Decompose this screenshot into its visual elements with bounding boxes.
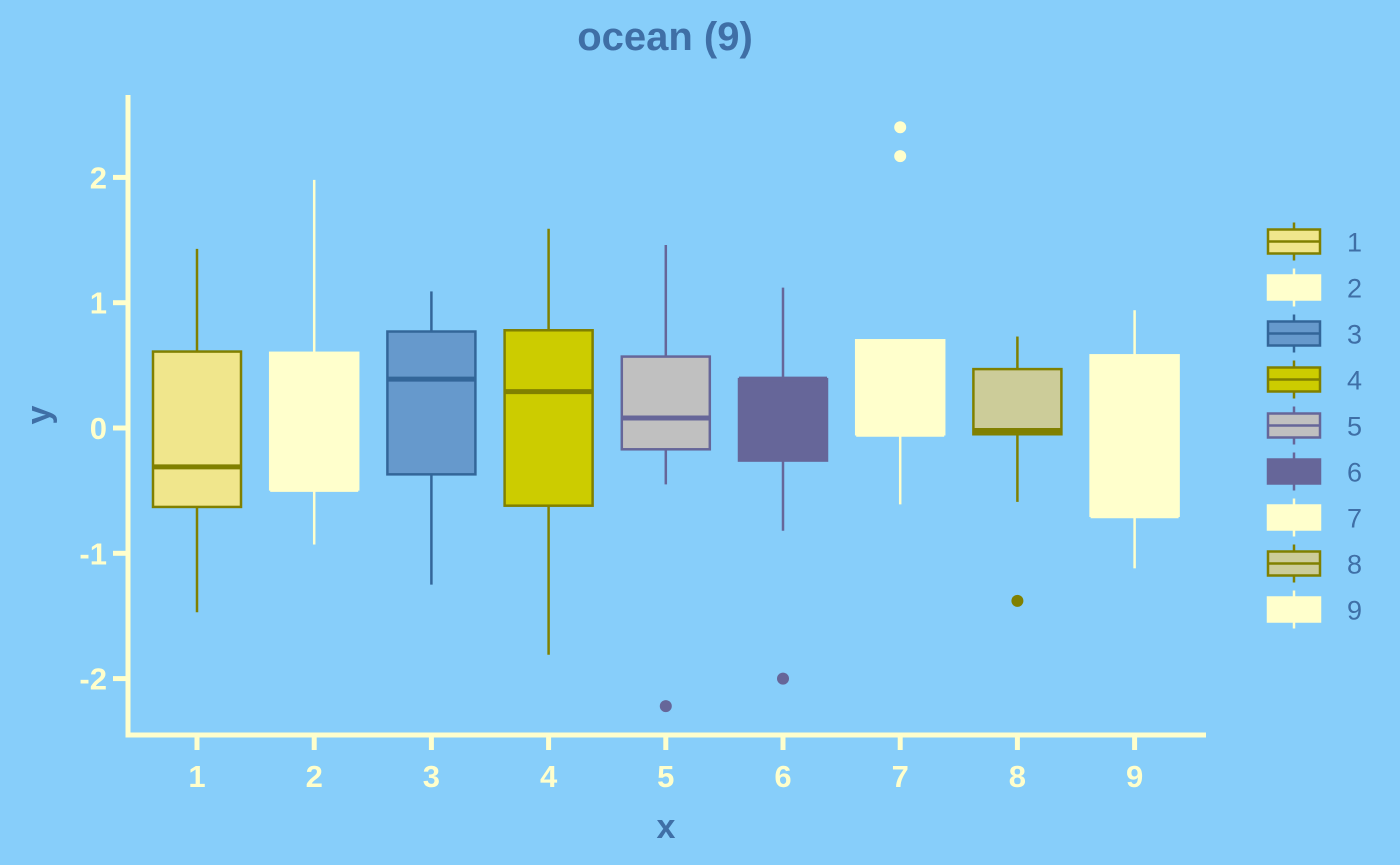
box-group-9 [1089,310,1180,569]
legend-label: 4 [1347,366,1362,396]
box [972,367,1063,436]
legend-item-4: 4 [1266,360,1362,399]
x-tick-label: 4 [540,759,558,794]
legend-label: 1 [1347,228,1362,258]
box [620,355,712,451]
legend-label: 6 [1347,458,1362,488]
legend-item-1: 1 [1266,222,1362,261]
box [737,377,829,462]
outlier-point [894,150,907,163]
box-group-6 [737,287,829,685]
box-group-3 [386,291,477,585]
y-tick-label: 0 [90,411,107,446]
legend-item-9: 9 [1266,590,1362,629]
legend-label: 7 [1347,504,1362,534]
box-group-5 [620,245,712,713]
y-tick-label: 1 [90,286,107,321]
legend-label: 5 [1347,412,1362,442]
y-tick-label: 2 [90,160,107,195]
box [1089,354,1180,517]
box [151,350,243,509]
legend: 1 2 3 4 5 6 7 8 9 [1266,222,1362,629]
x-tick-label: 2 [306,759,323,794]
outlier-point [659,700,672,713]
x-tick-label: 3 [423,759,440,794]
box-group-8 [972,336,1063,607]
x-axis-label: x [657,808,676,846]
x-tick-label: 6 [774,759,791,794]
legend-label: 9 [1347,596,1362,626]
legend-label: 8 [1347,550,1362,580]
x-tick-label: 1 [188,759,205,794]
axes: -2 -1 0 1 2 1 2 3 4 5 6 7 8 9 [79,95,1206,794]
x-tick-label: 5 [657,759,674,794]
box [854,339,946,436]
box [386,330,477,476]
outlier-point [1011,594,1024,607]
x-tick-label: 9 [1126,759,1143,794]
box-group-1 [151,248,243,613]
legend-label: 3 [1347,320,1362,350]
box [268,351,360,491]
outlier-point [894,121,907,134]
box-group-7 [854,121,946,505]
outlier-point [777,672,789,685]
x-tick-label: 7 [892,759,909,794]
y-tick-label: -1 [79,536,107,571]
legend-item-8: 8 [1266,544,1362,583]
legend-item-6: 6 [1266,452,1362,491]
legend-item-2: 2 [1266,268,1362,307]
x-tick-label: 8 [1009,759,1026,794]
box-group-2 [268,179,360,545]
box-group-4 [503,228,594,655]
y-tick-label: -2 [79,662,107,697]
legend-label: 2 [1347,274,1362,304]
chart-title: ocean (9) [577,15,753,59]
y-axis-label: y [20,405,58,424]
plot-area [151,121,1180,713]
box [503,329,594,507]
legend-item-7: 7 [1266,498,1362,537]
legend-item-5: 5 [1266,406,1362,445]
legend-item-3: 3 [1266,314,1362,353]
